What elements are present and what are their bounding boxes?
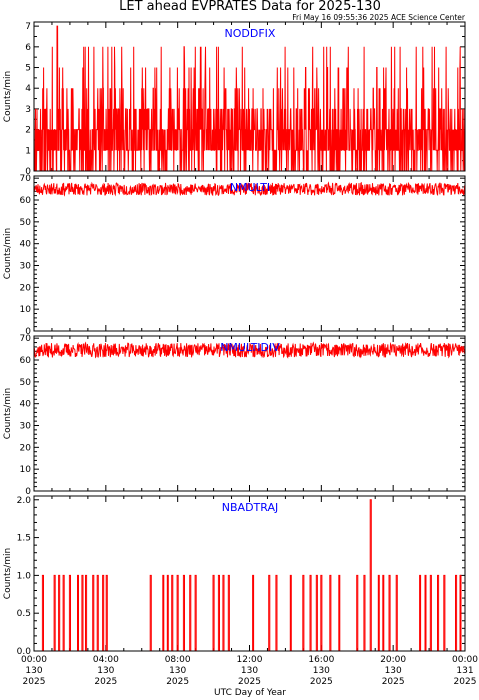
x-tick-year-label: 2025 [454, 677, 477, 687]
y-tick-label: 40 [20, 400, 32, 410]
series-nbadtraj [34, 499, 465, 652]
x-tick-doy-label: 130 [25, 666, 42, 676]
x-tick-doy-label: 130 [97, 666, 114, 676]
panel-nbadtraj: 0.0 0.5 1.0 1.5 2.0 Counts/min NBADTRAJ [3, 495, 466, 657]
x-tick-time-label: 08:00 [165, 655, 191, 665]
y-tick-label: 70 [20, 334, 32, 344]
x-tick-time-label: 00:00 [21, 655, 47, 665]
x-tick-year-label: 2025 [94, 677, 117, 687]
x-tick-time-label: 00:00 [452, 655, 478, 665]
y-tick-label: 70 [20, 174, 32, 184]
y-tick-label: 30 [20, 422, 32, 432]
x-tick-time-label: 12:00 [237, 655, 263, 665]
panels: 0 1 2 3 4 5 6 7 Counts/min NODDFIX 0 10 20 30 40 50 60 70… [3, 21, 466, 657]
y-tick-label: 5 [25, 64, 31, 74]
y-tick-label: 1.5 [17, 534, 31, 544]
panel-frame [33, 175, 466, 332]
y-tick-label: 40 [20, 240, 32, 250]
x-tick-year-label: 2025 [382, 677, 405, 687]
series-nmulti [33, 181, 466, 197]
y-tick-label: 60 [20, 196, 32, 206]
y-tick-label: 2.0 [17, 496, 32, 506]
panel-label: NBADTRAJ [222, 501, 278, 514]
y-tick-label: 20 [20, 443, 32, 453]
y-tick-label: 2 [25, 126, 31, 136]
y-tick-label: 1 [25, 146, 31, 156]
x-axis-title: UTC Day of Year [214, 688, 286, 698]
x-tick-year-label: 2025 [310, 677, 333, 687]
x-tick-time-label: 04:00 [93, 655, 119, 665]
y-tick-label: 50 [20, 218, 32, 228]
y-tick-label: 6 [25, 43, 31, 53]
x-tick-time-label: 16:00 [308, 655, 334, 665]
y-tick-label: 30 [20, 262, 32, 272]
x-tick-year-label: 2025 [238, 677, 261, 687]
panel-label: NMULTIDIV [220, 341, 280, 354]
x-tick-doy-label: 130 [385, 666, 402, 676]
y-tick-label: 0 [25, 167, 31, 177]
y-tick-label: 0.0 [17, 647, 32, 657]
panel-nmulti: 0 10 20 30 40 50 60 70 Counts/min NMULTI [3, 174, 466, 337]
series-nmultidiv [33, 341, 466, 359]
y-tick-label: 50 [20, 378, 32, 388]
timestamp-label: Fri May 16 09:55:36 2025 ACE Science Cen… [292, 13, 466, 22]
series-noddfix [34, 25, 466, 172]
y-tick-label: 10 [20, 465, 32, 475]
figure-title: LET ahead EVPRATES Data for 2025-130 [119, 0, 381, 14]
y-tick-label: 7 [25, 22, 31, 32]
panel-nmultidiv: 0 10 20 30 40 50 60 70 Counts/min NMULTIDIV [3, 334, 466, 497]
y-tick-label: 0 [25, 487, 31, 497]
time-axis: 00:00130202504:00130202508:00130202512:0… [21, 655, 478, 687]
y-tick-label: 1.0 [17, 571, 32, 581]
y-tick-label: 0.5 [17, 609, 31, 619]
y-tick-label: 20 [20, 283, 32, 293]
y-tick-label: 3 [25, 105, 31, 115]
panel-noddfix: 0 1 2 3 4 5 6 7 Counts/min NODDFIX [3, 21, 466, 177]
x-tick-year-label: 2025 [23, 677, 46, 687]
panel-label: NMULTI [230, 181, 270, 194]
y-tick-label: 60 [20, 356, 32, 366]
y-tick-label: 0 [25, 327, 31, 337]
y-axis-title: Counts/min [3, 388, 13, 439]
y-axis-title: Counts/min [3, 228, 13, 279]
x-tick-year-label: 2025 [166, 677, 189, 687]
panel-frame [33, 335, 466, 492]
y-axis-title: Counts/min [3, 548, 13, 599]
x-tick-doy-label: 130 [241, 666, 258, 676]
y-tick-label: 10 [20, 305, 32, 315]
y-tick-label: 4 [25, 84, 31, 94]
y-axis-title: Counts/min [3, 71, 13, 122]
x-tick-time-label: 20:00 [380, 655, 406, 665]
panel-label: NODDFIX [225, 27, 276, 40]
panel-frame [33, 21, 466, 172]
panel-frame [33, 495, 466, 652]
x-tick-doy-label: 130 [169, 666, 186, 676]
x-tick-doy-label: 131 [456, 666, 473, 676]
x-tick-doy-label: 130 [313, 666, 330, 676]
